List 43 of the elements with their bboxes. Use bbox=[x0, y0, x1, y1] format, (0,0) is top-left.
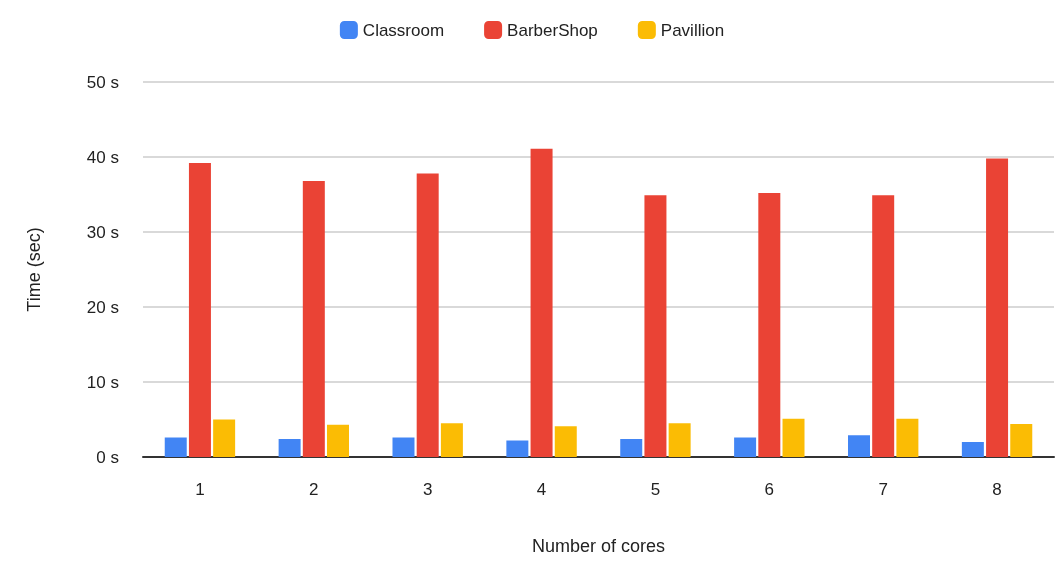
legend-label: Classroom bbox=[362, 20, 445, 40]
x-tick-label: 5 bbox=[650, 480, 661, 499]
bar bbox=[782, 418, 805, 457]
x-tick-label: 7 bbox=[878, 480, 888, 499]
bar bbox=[644, 195, 667, 457]
bar bbox=[896, 418, 919, 457]
bar bbox=[416, 173, 439, 457]
legend-label: BarberShop bbox=[507, 20, 598, 40]
bar bbox=[392, 437, 415, 457]
bar bbox=[1010, 424, 1033, 457]
bar bbox=[530, 148, 553, 457]
y-tick-label: 0 s bbox=[96, 447, 119, 467]
y-tick-label: 30 s bbox=[86, 222, 119, 242]
bar bbox=[554, 426, 577, 457]
bar bbox=[302, 181, 325, 457]
bar bbox=[440, 423, 463, 457]
bar bbox=[961, 442, 984, 457]
bar bbox=[188, 163, 211, 457]
x-axis-title: Number of cores bbox=[531, 536, 666, 556]
x-tick-label: 3 bbox=[422, 480, 433, 499]
bar bbox=[872, 195, 895, 457]
bar bbox=[734, 437, 757, 457]
bar bbox=[164, 437, 187, 457]
x-tick-label: 2 bbox=[309, 480, 319, 499]
x-tick-label: 6 bbox=[764, 480, 775, 499]
bar bbox=[278, 439, 301, 457]
bar bbox=[327, 424, 350, 457]
bar bbox=[620, 439, 643, 457]
y-tick-label: 50 s bbox=[86, 72, 119, 92]
y-tick-label: 10 s bbox=[86, 372, 119, 392]
x-tick-label: 4 bbox=[536, 480, 547, 499]
x-tick-label: 1 bbox=[195, 480, 205, 499]
legend-label: Pavillion bbox=[660, 20, 725, 40]
y-tick-label: 20 s bbox=[86, 297, 119, 317]
bar bbox=[213, 419, 236, 457]
bar bbox=[986, 158, 1009, 457]
bar bbox=[668, 423, 691, 457]
y-tick-label: 40 s bbox=[86, 147, 119, 167]
bar bbox=[506, 440, 529, 457]
y-axis-title: Time (sec) bbox=[24, 227, 44, 312]
bar bbox=[758, 193, 781, 457]
x-tick-label: 8 bbox=[992, 480, 1002, 499]
bar bbox=[847, 435, 870, 457]
